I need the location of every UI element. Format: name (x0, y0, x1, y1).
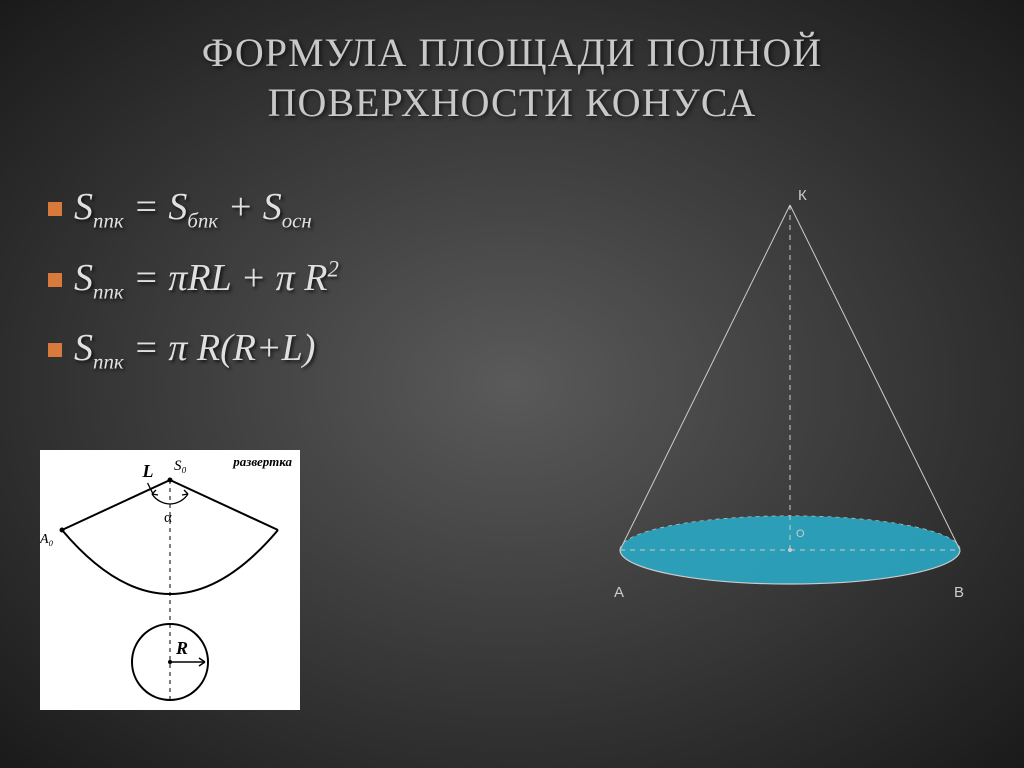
formula-text: Sппк = Sбпк + Sосн (74, 185, 312, 234)
formula-row: Sппк = Sбпк + Sосн (48, 185, 548, 234)
cone-center-label: О (796, 528, 805, 540)
unfold-S0-label: S₀ (174, 458, 187, 475)
cone-svg (600, 195, 980, 615)
unfold-title: развертка (233, 454, 292, 470)
bullet-icon (48, 273, 62, 287)
formula-text: Sппк = π R(R+L) (74, 326, 315, 375)
title-line2: ПОВЕРХНОСТИ КОНУСА (268, 80, 757, 125)
formula-row: Sппк = π R(R+L) (48, 326, 548, 375)
cone-left-label: А (614, 584, 624, 601)
unfold-A0-label: A₀ (40, 532, 53, 548)
unfold-R-label: R (176, 638, 188, 659)
formula-text: Sппк = πRL + π R2 (74, 256, 339, 305)
title-line1: ФОРМУЛА ПЛОЩАДИ ПОЛНОЙ (202, 30, 823, 75)
slide-title: ФОРМУЛА ПЛОЩАДИ ПОЛНОЙ ПОВЕРХНОСТИ КОНУС… (0, 0, 1024, 128)
unfold-svg (40, 450, 300, 710)
bullet-icon (48, 343, 62, 357)
formula-row: Sппк = πRL + π R2 (48, 256, 548, 305)
cone-apex-label: К (798, 187, 807, 204)
formula-list: Sппк = Sбпк + Sосн Sппк = πRL + π R2 Sппк … (48, 185, 548, 397)
cone-diagram: К А В О (600, 195, 980, 615)
unfold-L-label: L (143, 461, 154, 482)
unfold-diagram: развертка L S₀ A₀ α R (40, 450, 300, 710)
cone-right-label: В (954, 584, 964, 601)
bullet-icon (48, 202, 62, 216)
unfold-alpha-label: α (164, 510, 172, 527)
